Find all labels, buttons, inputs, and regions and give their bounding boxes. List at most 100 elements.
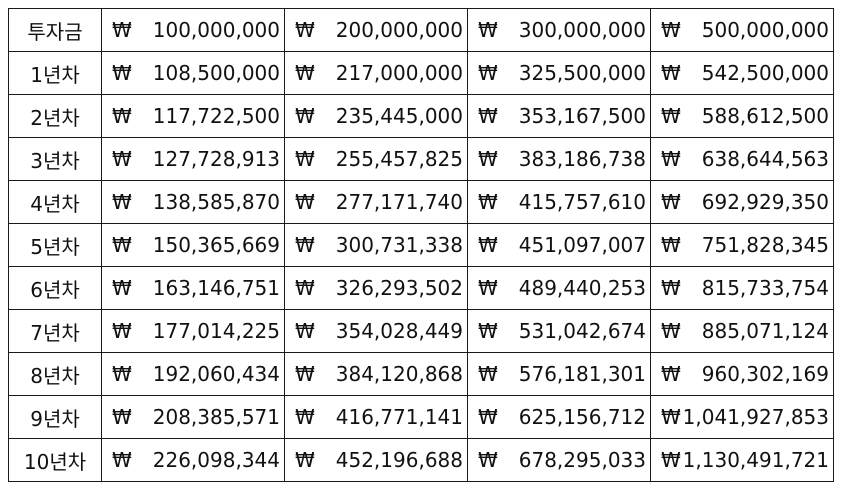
row-label-cell[interactable]: 3년차 [8, 137, 102, 181]
amount-cell[interactable]: ₩353,167,500 [467, 94, 651, 138]
amount-cell[interactable]: ₩678,295,033 [467, 438, 651, 482]
amount-cell-content: ₩325,500,000 [469, 53, 650, 94]
amount-cell[interactable]: ₩255,457,825 [284, 137, 468, 181]
amount-cell[interactable]: ₩638,644,563 [650, 137, 834, 181]
amount-cell[interactable]: ₩542,500,000 [650, 51, 834, 95]
amount-value: 542,500,000 [701, 61, 829, 85]
amount-cell-content: ₩138,585,870 [103, 182, 284, 223]
amount-cell-content: ₩576,181,301 [469, 354, 650, 395]
table-row: 9년차 ₩208,385,571 ₩416,771,141 ₩625,156,712 ₩… [8, 395, 834, 439]
amount-cell-content: ₩200,000,000 [286, 10, 467, 51]
amount-cell[interactable]: ₩692,929,350 [650, 180, 834, 224]
row-label-cell[interactable]: 1년차 [8, 51, 102, 95]
table-row: 7년차 ₩177,014,225 ₩354,028,449 ₩531,042,674 ₩… [8, 309, 834, 353]
amount-value: 383,186,738 [518, 147, 646, 171]
amount-cell[interactable]: ₩451,097,007 [467, 223, 651, 267]
row-label: 투자금 [27, 19, 83, 44]
amount-value: 415,757,610 [518, 190, 646, 214]
amount-cell-content: ₩542,500,000 [652, 53, 833, 94]
amount-value: 127,728,913 [152, 147, 280, 171]
row-label-cell[interactable]: 8년차 [8, 352, 102, 396]
table-row: 8년차 ₩192,060,434 ₩384,120,868 ₩576,181,301 ₩… [8, 352, 834, 396]
amount-cell[interactable]: ₩815,733,754 [650, 266, 834, 310]
amount-value: 150,365,669 [152, 233, 280, 257]
won-currency-symbol: ₩ [112, 448, 132, 472]
row-label-cell[interactable]: 2년차 [8, 94, 102, 138]
won-currency-symbol: ₩ [295, 147, 315, 171]
amount-cell[interactable]: ₩960,302,169 [650, 352, 834, 396]
amount-value: 226,098,344 [152, 448, 280, 472]
amount-cell[interactable]: ₩200,000,000 [284, 8, 468, 52]
amount-cell[interactable]: ₩588,612,500 [650, 94, 834, 138]
amount-cell[interactable]: ₩300,000,000 [467, 8, 651, 52]
amount-cell[interactable]: ₩1,130,491,721 [650, 438, 834, 482]
amount-cell[interactable]: ₩127,728,913 [101, 137, 285, 181]
row-label-cell[interactable]: 4년차 [8, 180, 102, 224]
amount-cell-content: ₩531,042,674 [469, 311, 650, 352]
row-label-cell[interactable]: 투자금 [8, 8, 102, 52]
row-label-cell[interactable]: 6년차 [8, 266, 102, 310]
amount-cell[interactable]: ₩177,014,225 [101, 309, 285, 353]
amount-cell[interactable]: ₩208,385,571 [101, 395, 285, 439]
amount-cell[interactable]: ₩108,500,000 [101, 51, 285, 95]
investment-growth-table: 투자금 ₩100,000,000 ₩200,000,000 ₩300,000,000 ₩… [8, 8, 834, 482]
amount-cell[interactable]: ₩277,171,740 [284, 180, 468, 224]
amount-cell[interactable]: ₩325,500,000 [467, 51, 651, 95]
amount-cell[interactable]: ₩531,042,674 [467, 309, 651, 353]
amount-cell[interactable]: ₩452,196,688 [284, 438, 468, 482]
amount-cell-content: ₩815,733,754 [652, 268, 833, 309]
won-currency-symbol: ₩ [295, 362, 315, 386]
amount-cell[interactable]: ₩163,146,751 [101, 266, 285, 310]
amount-cell[interactable]: ₩138,585,870 [101, 180, 285, 224]
amount-cell[interactable]: ₩192,060,434 [101, 352, 285, 396]
row-label: 3년차 [30, 148, 80, 173]
amount-cell-content: ₩638,644,563 [652, 139, 833, 180]
amount-cell-content: ₩255,457,825 [286, 139, 467, 180]
amount-cell-content: ₩416,771,141 [286, 397, 467, 438]
won-currency-symbol: ₩ [661, 405, 681, 429]
amount-cell[interactable]: ₩415,757,610 [467, 180, 651, 224]
amount-cell[interactable]: ₩751,828,345 [650, 223, 834, 267]
amount-value: 1,041,927,853 [682, 405, 829, 429]
amount-cell-content: ₩300,000,000 [469, 10, 650, 51]
row-label-cell[interactable]: 9년차 [8, 395, 102, 439]
amount-cell[interactable]: ₩117,722,500 [101, 94, 285, 138]
amount-cell[interactable]: ₩383,186,738 [467, 137, 651, 181]
amount-value: 163,146,751 [152, 276, 280, 300]
won-currency-symbol: ₩ [478, 362, 498, 386]
row-label: 8년차 [30, 363, 80, 388]
amount-cell[interactable]: ₩326,293,502 [284, 266, 468, 310]
amount-cell[interactable]: ₩576,181,301 [467, 352, 651, 396]
amount-cell[interactable]: ₩1,041,927,853 [650, 395, 834, 439]
amount-cell[interactable]: ₩354,028,449 [284, 309, 468, 353]
amount-cell[interactable]: ₩416,771,141 [284, 395, 468, 439]
amount-cell[interactable]: ₩217,000,000 [284, 51, 468, 95]
amount-cell[interactable]: ₩489,440,253 [467, 266, 651, 310]
row-label-cell[interactable]: 5년차 [8, 223, 102, 267]
amount-cell[interactable]: ₩500,000,000 [650, 8, 834, 52]
amount-value: 208,385,571 [152, 405, 280, 429]
amount-cell[interactable]: ₩625,156,712 [467, 395, 651, 439]
amount-cell-content: ₩108,500,000 [103, 53, 284, 94]
amount-cell-content: ₩415,757,610 [469, 182, 650, 223]
amount-cell[interactable]: ₩885,071,124 [650, 309, 834, 353]
amount-cell[interactable]: ₩235,445,000 [284, 94, 468, 138]
amount-cell[interactable]: ₩300,731,338 [284, 223, 468, 267]
amount-cell-content: ₩692,929,350 [652, 182, 833, 223]
amount-value: 192,060,434 [152, 362, 280, 386]
amount-value: 217,000,000 [335, 61, 463, 85]
amount-cell[interactable]: ₩384,120,868 [284, 352, 468, 396]
amount-cell[interactable]: ₩100,000,000 [101, 8, 285, 52]
table-body: 투자금 ₩100,000,000 ₩200,000,000 ₩300,000,000 ₩… [8, 8, 834, 482]
investment-growth-table-container: 투자금 ₩100,000,000 ₩200,000,000 ₩300,000,000 ₩… [8, 8, 834, 482]
amount-cell-content: ₩192,060,434 [103, 354, 284, 395]
amount-cell-content: ₩208,385,571 [103, 397, 284, 438]
row-label: 7년차 [30, 320, 80, 345]
amount-cell-content: ₩625,156,712 [469, 397, 650, 438]
row-label-cell[interactable]: 7년차 [8, 309, 102, 353]
amount-cell[interactable]: ₩226,098,344 [101, 438, 285, 482]
amount-value: 960,302,169 [701, 362, 829, 386]
amount-cell[interactable]: ₩150,365,669 [101, 223, 285, 267]
row-label-cell[interactable]: 10년차 [8, 438, 102, 482]
amount-cell-content: ₩384,120,868 [286, 354, 467, 395]
